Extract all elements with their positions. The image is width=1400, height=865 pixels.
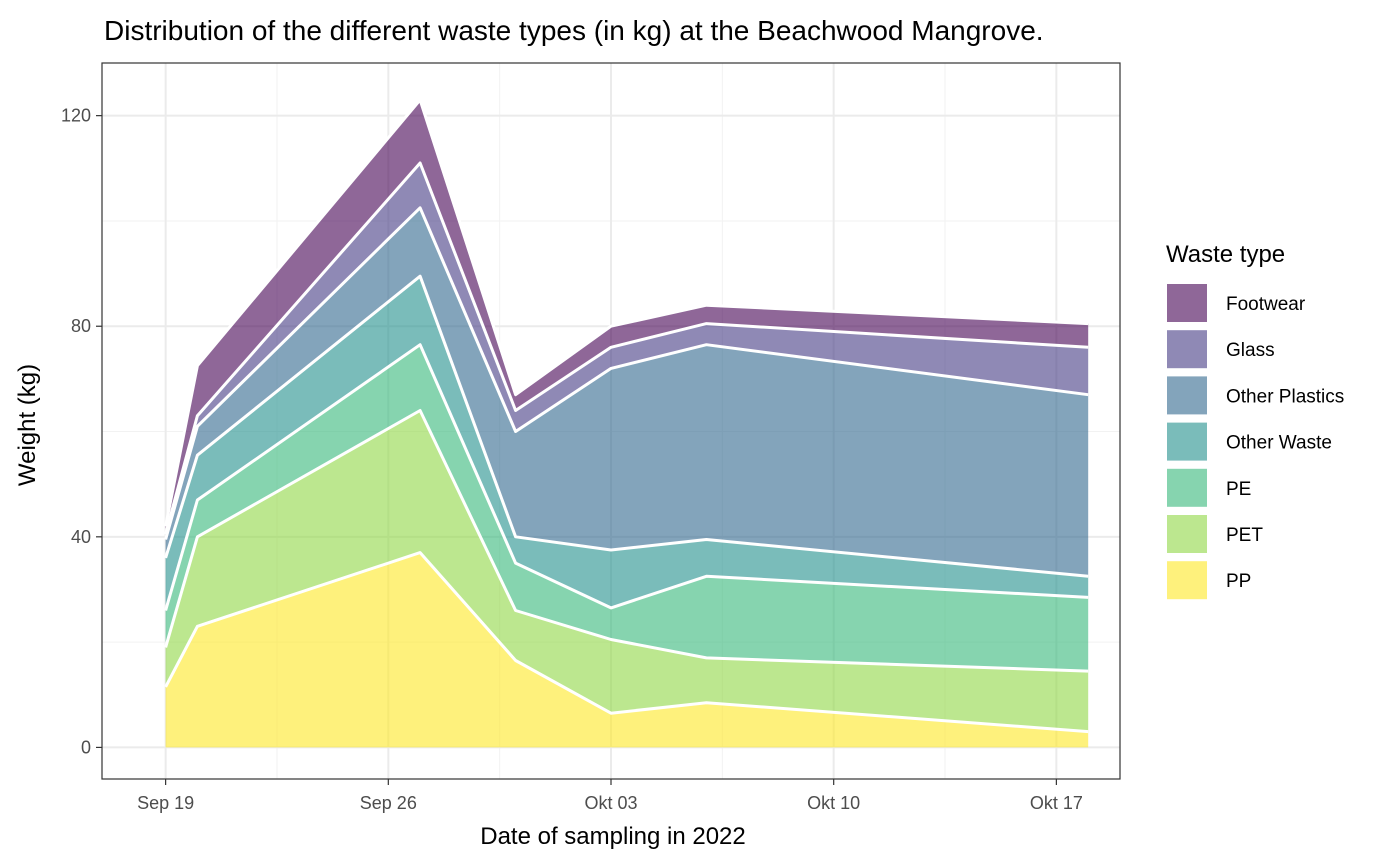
y-tick-label: 0	[81, 737, 91, 757]
legend-title: Waste type	[1166, 241, 1285, 268]
x-tick-label: Sep 19	[137, 793, 194, 813]
area-pp	[165, 552, 1089, 748]
y-tick-label: 40	[71, 527, 91, 547]
x-tick-label: Okt 10	[807, 793, 860, 813]
boundary-footwear	[164, 98, 1089, 527]
area-footwear	[165, 99, 1089, 535]
legend-label-other-plastics: Other Plastics	[1226, 386, 1344, 407]
y-tick-label: 80	[71, 316, 91, 336]
area-pe	[165, 344, 1089, 672]
legend-key-pp	[1167, 561, 1207, 600]
y-axis-title: Weight (kg)	[14, 364, 41, 486]
legend-label-pe: PE	[1226, 479, 1251, 500]
legend-label-footwear: Footwear	[1226, 294, 1306, 315]
legend-key-glass	[1167, 330, 1207, 369]
y-tick-label: 120	[61, 106, 91, 126]
x-tick-label: Okt 17	[1030, 793, 1083, 813]
legend-key-footwear	[1167, 284, 1207, 322]
boundary-glass	[164, 161, 1089, 535]
boundary-pe	[164, 343, 1089, 611]
legend-label-other-waste: Other Waste	[1226, 433, 1332, 454]
legend-key-other-waste	[1167, 422, 1207, 461]
plot-boundaries	[164, 98, 1089, 734]
plot-areas	[165, 99, 1089, 748]
area-glass	[165, 163, 1089, 540]
x-tick-label: Sep 26	[360, 793, 417, 813]
boundary-pet	[164, 409, 1089, 673]
area-pet	[165, 410, 1089, 732]
x-axis-title: Date of sampling in 2022	[480, 823, 746, 850]
area-other-plastics	[165, 207, 1089, 577]
legend-label-pp: PP	[1226, 571, 1251, 592]
legend-key-pe	[1167, 468, 1207, 507]
y-axis: 0 40 80 120	[61, 106, 102, 757]
boundary-pp	[164, 551, 1089, 734]
boundary-other-waste	[164, 274, 1089, 578]
x-tick-label: Okt 03	[584, 793, 637, 813]
legend-key-other-plastics	[1167, 376, 1207, 415]
x-axis: Sep 19 Sep 26 Okt 03 Okt 10 Okt 17	[137, 779, 1083, 813]
chart-title: Distribution of the different waste type…	[104, 15, 1044, 46]
legend-label-pet: PET	[1226, 525, 1263, 546]
legend-key-pet	[1167, 515, 1207, 553]
boundary-other-plastics	[164, 206, 1089, 540]
legend-label-glass: Glass	[1226, 340, 1275, 361]
legend: Waste type Footwear Glass Other Plastics Ot…	[1166, 241, 1344, 600]
